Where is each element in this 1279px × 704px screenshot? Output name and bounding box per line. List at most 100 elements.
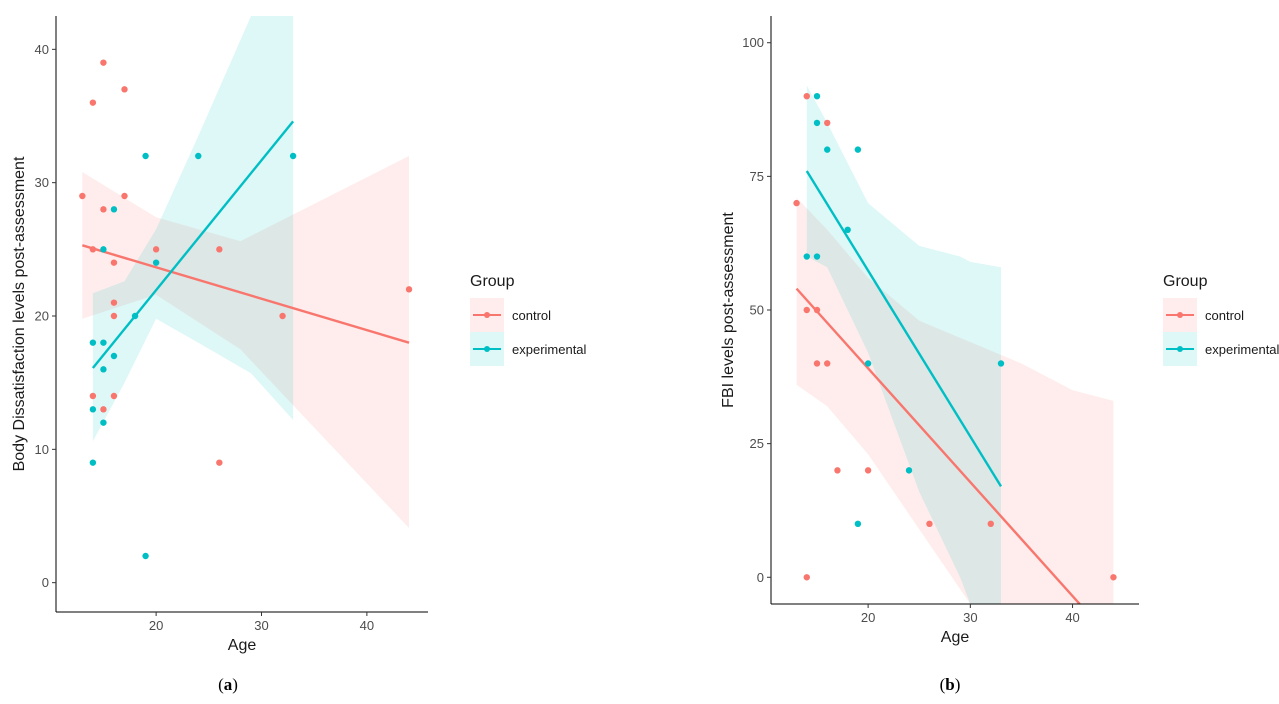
legend-title: Group — [1163, 273, 1208, 290]
data-point-control — [110, 299, 118, 306]
data-point-experimental — [100, 366, 107, 373]
data-point-experimental — [152, 259, 160, 266]
legend-title: Group — [470, 273, 515, 290]
data-point-experimental — [813, 119, 821, 127]
data-point-control — [824, 119, 831, 127]
panel-caption: (a) — [218, 675, 238, 694]
legend-label-control: control — [512, 308, 551, 323]
legend-label-experimental: experimental — [512, 342, 587, 357]
data-point-control — [926, 520, 933, 528]
legend: Group control experimental — [470, 273, 587, 366]
confidence-band-experimental — [92, 16, 294, 442]
fit-line-control — [82, 244, 410, 344]
confidence-band-control — [796, 197, 1114, 604]
data-point-experimental — [89, 459, 97, 466]
x-tick-label: 30 — [254, 618, 268, 633]
data-point-control — [121, 86, 128, 93]
data-point-control — [110, 392, 118, 400]
legend-key-control — [470, 298, 504, 332]
y-tick-label: 75 — [750, 169, 764, 184]
data-point-experimental — [824, 146, 831, 153]
data-point-control — [216, 459, 223, 466]
x-tick-label: 40 — [1065, 610, 1079, 625]
data-point-control — [405, 286, 413, 293]
data-point-experimental — [131, 312, 139, 320]
data-point-control — [89, 392, 97, 400]
data-point-experimental — [142, 552, 149, 560]
data-point-control — [803, 92, 810, 100]
y-tick-label: 0 — [42, 575, 49, 590]
fit-line-experimental — [805, 170, 1003, 488]
data-point-control — [803, 574, 810, 581]
x-axis-title: Age — [228, 637, 257, 654]
data-point-experimental — [803, 253, 810, 260]
y-tick-label: 50 — [750, 303, 764, 318]
x-axis-title: Age — [941, 629, 970, 646]
data-point-control — [216, 246, 223, 253]
data-point-experimental — [110, 206, 118, 213]
data-point-control — [121, 192, 128, 200]
x-tick-label: 20 — [149, 618, 163, 633]
data-point-experimental — [195, 152, 202, 160]
data-point-control — [1110, 574, 1117, 581]
data-point-experimental — [864, 360, 872, 367]
data-point-experimental — [813, 253, 821, 260]
y-tick-label: 20 — [35, 309, 49, 324]
data-point-control — [803, 306, 810, 314]
data-point-control — [834, 467, 841, 474]
legend-key-experimental — [470, 332, 504, 366]
legend-key-experimental — [1163, 332, 1197, 366]
data-point-control — [813, 360, 821, 367]
data-point-control — [987, 520, 994, 528]
data-point-experimental — [100, 339, 107, 346]
y-tick-label: 10 — [35, 442, 49, 457]
data-point-control — [110, 259, 118, 266]
plot-area — [79, 16, 413, 560]
data-point-control — [793, 199, 800, 207]
legend: Group control experimental — [1163, 273, 1279, 366]
data-point-experimental — [89, 339, 97, 346]
legend-key-control — [1163, 298, 1197, 332]
data-point-experimental — [89, 406, 97, 413]
data-point-control — [279, 312, 286, 320]
data-point-experimental — [289, 152, 297, 160]
data-point-control — [89, 99, 97, 106]
data-point-experimental — [844, 226, 851, 234]
fit-line-control — [795, 287, 1081, 604]
y-tick-label: 25 — [750, 436, 764, 451]
chart-panel-b: 0 25 50 75 100 20 30 40 Age FBI levels post-asses… — [720, 16, 1279, 694]
data-point-control — [864, 467, 872, 474]
data-point-control — [100, 206, 107, 213]
fit-line-experimental — [91, 120, 295, 369]
data-point-experimental — [110, 352, 118, 360]
confidence-band-experimental — [806, 85, 1001, 604]
data-point-experimental — [854, 520, 862, 528]
data-point-control — [89, 246, 97, 253]
data-point-control — [79, 192, 86, 200]
data-point-control — [110, 312, 118, 320]
panel-caption: (b) — [940, 675, 961, 694]
data-point-experimental — [813, 92, 821, 100]
data-point-experimental — [142, 152, 149, 160]
legend-label-control: control — [1205, 308, 1244, 323]
y-axis-title: Body Dissatisfaction levels post-assessm… — [11, 156, 28, 471]
x-tick-label: 30 — [963, 610, 977, 625]
data-point-experimental — [100, 246, 107, 253]
y-tick-label: 0 — [757, 570, 764, 585]
data-point-control — [824, 360, 831, 367]
y-axis-title: FBI levels post-assessment — [720, 212, 737, 408]
chart-panel-a: 0 10 20 30 40 20 30 40 Age Body Dissatisfaction l… — [11, 16, 587, 694]
x-tick-label: 40 — [360, 618, 374, 633]
x-tick-label: 20 — [861, 610, 875, 625]
y-tick-label: 100 — [742, 35, 764, 50]
confidence-band-control — [82, 156, 410, 528]
legend-label-experimental: experimental — [1205, 342, 1279, 357]
plot-area — [793, 85, 1117, 604]
data-point-control — [100, 59, 107, 66]
data-point-experimental — [997, 360, 1005, 367]
y-tick-label: 30 — [35, 175, 49, 190]
data-point-control — [152, 246, 160, 253]
data-point-experimental — [854, 146, 862, 153]
y-tick-label: 40 — [35, 42, 49, 57]
